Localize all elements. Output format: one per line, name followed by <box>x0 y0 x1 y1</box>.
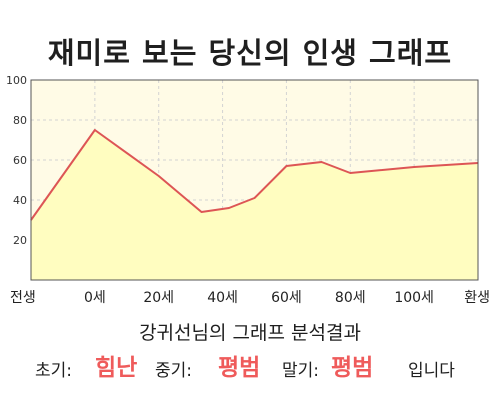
y-tick-label: 20 <box>13 234 27 247</box>
data-point <box>228 207 230 209</box>
x-tick-label: 환생 <box>464 290 490 306</box>
data-point <box>285 165 288 167</box>
area-fill <box>31 130 478 280</box>
y-tick-label: 40 <box>13 194 27 207</box>
data-point <box>320 161 323 163</box>
data-point <box>94 129 96 131</box>
y-tick-label: 80 <box>13 114 27 127</box>
x-tick-label: 80세 <box>335 290 366 306</box>
chart-title: 재미로 보는 당신의 인생 그래프 <box>47 36 453 70</box>
mid-stage-value: 평범 <box>218 355 261 381</box>
x-tick-label: 60세 <box>271 290 302 306</box>
data-point <box>253 197 256 199</box>
result-suffix: 입니다 <box>408 361 455 381</box>
y-tick-label: 60 <box>13 154 27 167</box>
x-tick-label: 20세 <box>143 290 174 306</box>
x-tick-label: 100세 <box>394 290 434 306</box>
late-stage-value: 평범 <box>331 355 374 381</box>
data-point <box>349 172 351 174</box>
analysis-result: 초기: 힘난 중기: 평범 말기: 평범 입니다 <box>0 346 500 382</box>
early-stage-value: 힘난 <box>95 355 138 381</box>
data-point <box>200 211 203 213</box>
x-tick-label: 전생 <box>10 290 36 306</box>
plot-border <box>30 79 479 281</box>
early-stage-label: 초기: <box>35 361 73 381</box>
analysis-heading: 강귀선님의 그래프 분석결과 <box>139 322 361 344</box>
x-tick-label: 0세 <box>84 290 106 306</box>
data-point <box>158 175 160 177</box>
late-stage-label: 말기: <box>282 361 320 381</box>
data-point <box>413 166 415 168</box>
x-tick-label: 40세 <box>207 290 238 306</box>
plot-area: 20 40 60 80 100 전생 0세 20세 40세 60세 80세 100세 환생 <box>6 74 490 306</box>
y-tick-label: 100 <box>6 74 27 87</box>
mid-stage-label: 중기: <box>155 361 193 381</box>
